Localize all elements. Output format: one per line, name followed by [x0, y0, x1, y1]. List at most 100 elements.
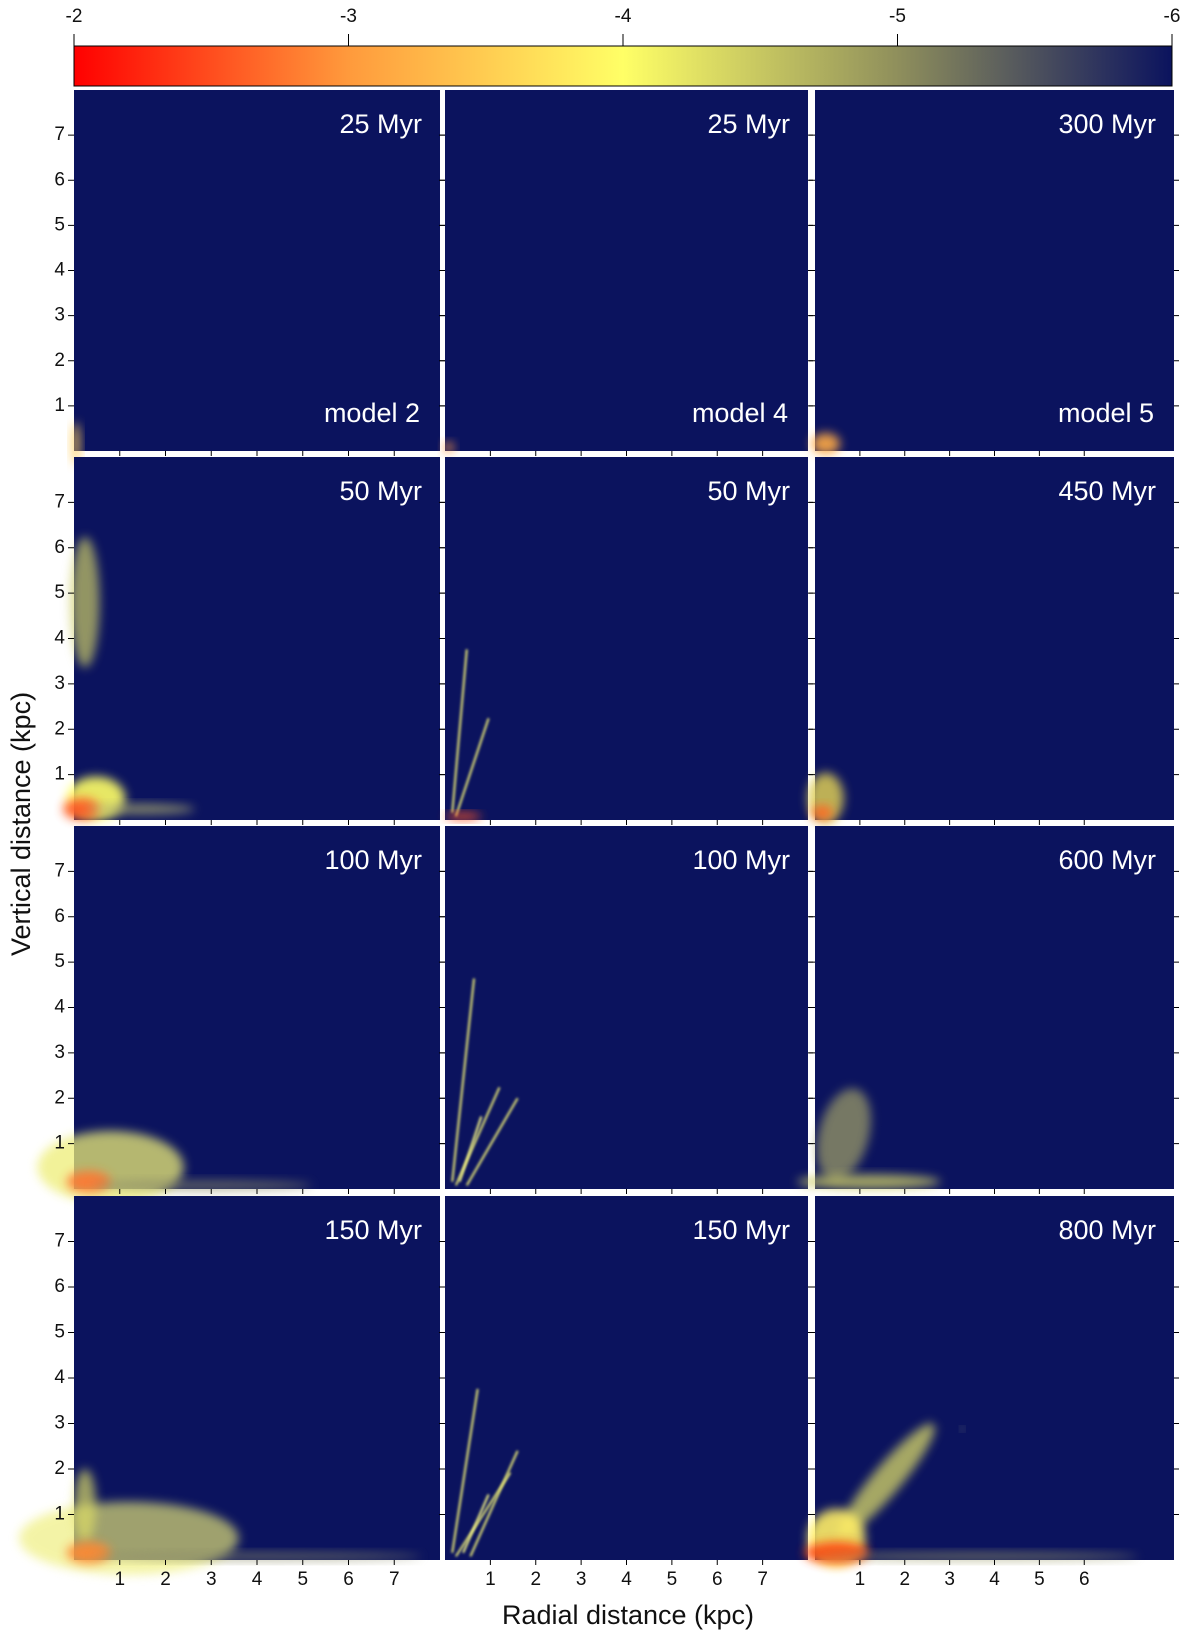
y-tick-label: 3	[54, 673, 65, 694]
panel-time: 50 Myr	[707, 476, 790, 506]
x-tick-label: 2	[899, 1569, 910, 1590]
y-tick-label: 5	[54, 1322, 65, 1343]
panel: 150 Myr 1 2 3 4 5 6 7	[439, 1196, 813, 1590]
x-tick-label: 6	[712, 1569, 723, 1590]
plume	[811, 432, 841, 455]
panel-model: model 4	[692, 398, 788, 428]
y-tick-label: 5	[54, 214, 65, 235]
y-tick-label: 2	[54, 1087, 65, 1108]
plume	[92, 1179, 312, 1191]
panel-model: model 5	[1058, 398, 1154, 428]
y-tick-label: 3	[54, 1413, 65, 1434]
panel: 25 Myr model 4	[439, 90, 813, 456]
x-tick-label: 4	[621, 1569, 632, 1590]
colorbar-tick-label: -2	[66, 6, 83, 27]
plume	[92, 1551, 422, 1561]
panel: 100 Myr	[439, 826, 813, 1194]
filament	[462, 1494, 490, 1554]
panel: 100 Myr 1 2 3 4 5 6 7	[37, 826, 445, 1204]
y-tick-label: 6	[54, 537, 65, 558]
panel-background	[445, 1196, 808, 1560]
filament	[458, 1116, 483, 1183]
y-tick-label: 3	[54, 305, 65, 326]
x-tick-label: 4	[252, 1569, 263, 1590]
y-tick-label: 7	[54, 1231, 65, 1252]
filament	[451, 978, 476, 1182]
plume	[66, 1541, 111, 1564]
x-axis-label: Radial distance (kpc)	[502, 1600, 754, 1630]
panel: 300 Myr model 5	[809, 90, 1179, 456]
panel-time: 800 Myr	[1058, 1215, 1156, 1245]
y-tick-label: 6	[54, 906, 65, 927]
panel-background	[445, 457, 808, 820]
panel: 150 Myr 1 2 3 4 5 6 7 1 2 3 4 5 6 7	[19, 1196, 445, 1590]
panel: 600 Myr	[797, 826, 1179, 1194]
filament	[465, 1097, 519, 1186]
y-tick-label: 6	[54, 169, 65, 190]
y-tick-label: 2	[54, 1458, 65, 1479]
panel-time: 600 Myr	[1058, 845, 1156, 875]
filament	[454, 718, 490, 817]
x-tick-label: 3	[944, 1569, 955, 1590]
x-tick-label: 7	[389, 1569, 400, 1590]
filament	[469, 1450, 519, 1557]
panel-time: 25 Myr	[339, 109, 422, 139]
x-tick-label: 6	[1079, 1569, 1090, 1590]
y-tick-label: 1	[54, 1133, 65, 1154]
filament	[451, 1388, 479, 1553]
plume	[445, 812, 482, 820]
x-tick-label: 1	[485, 1569, 496, 1590]
panel-model: model 2	[324, 398, 420, 428]
panel: 50 Myr 1 2 3 4 5 6 7	[54, 457, 445, 825]
panel-background	[815, 90, 1174, 451]
plume	[797, 1174, 941, 1189]
x-tick-label: 5	[1034, 1569, 1045, 1590]
colorbar-tick-label: -5	[889, 6, 906, 27]
x-tick-label: 5	[297, 1569, 308, 1590]
panel: 25 Myr model 2 1 2 3 4 5 6 7	[54, 90, 445, 466]
panel-background	[74, 457, 440, 820]
y-tick-label: 5	[54, 582, 65, 603]
plume	[816, 1088, 871, 1181]
y-tick-label: 1	[54, 764, 65, 785]
plume	[811, 805, 833, 820]
y-tick-label: 2	[54, 718, 65, 739]
colorbar	[73, 45, 1173, 87]
y-tick-label: 3	[54, 1042, 65, 1063]
x-tick-label: 3	[576, 1569, 587, 1590]
plume	[443, 441, 455, 453]
plume	[804, 1541, 869, 1564]
plume	[838, 1423, 935, 1537]
panel: 800 Myr 1 2 3 4 5 6	[804, 1196, 1179, 1590]
y-tick-label: 4	[54, 997, 65, 1018]
colorbar-tick-label: -4	[615, 6, 632, 27]
plume	[70, 536, 100, 668]
x-tick-label: 7	[757, 1569, 768, 1590]
panel-background	[815, 826, 1174, 1189]
plume	[74, 1469, 96, 1542]
y-axis-label: Vertical distance (kpc)	[6, 692, 36, 956]
y-tick-label: 7	[54, 860, 65, 881]
plume	[71, 422, 81, 466]
panel-time: 100 Myr	[692, 845, 790, 875]
panel-time: 100 Myr	[324, 845, 422, 875]
x-tick-label: 4	[989, 1569, 1000, 1590]
x-tick-label: 3	[206, 1569, 217, 1590]
panel: 450 Myr	[807, 457, 1179, 825]
panel-time: 150 Myr	[324, 1215, 422, 1245]
panel-time: 25 Myr	[707, 109, 790, 139]
x-tick-label: 2	[160, 1569, 171, 1590]
colorbar-tick-label: -3	[340, 6, 357, 27]
panel-background	[815, 457, 1174, 820]
colorbar-tick-label: -6	[1164, 6, 1181, 27]
panel-time: 50 Myr	[339, 476, 422, 506]
filament	[451, 649, 468, 813]
x-tick-label: 1	[114, 1569, 125, 1590]
plume	[19, 1501, 239, 1575]
y-tick-label: 4	[54, 1367, 65, 1388]
plume	[63, 798, 100, 820]
panel-background	[74, 90, 440, 451]
plume	[84, 803, 195, 815]
plume	[66, 1170, 111, 1193]
